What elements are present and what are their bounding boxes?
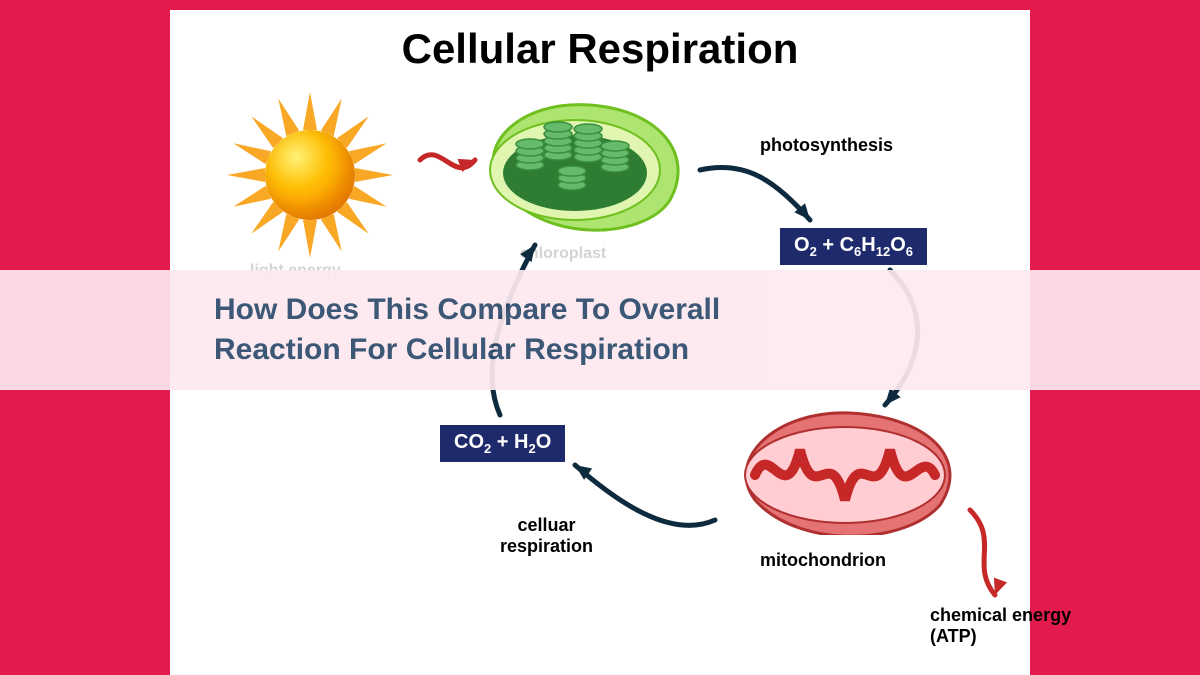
overlay-title-line2: Reaction For Cellular Respiration [214,330,1200,371]
overlay-title-band: How Does This Compare To Overall Reactio… [0,270,1200,390]
outer-frame: Cellular Respiration O2 + C6H12O6 CO2 + … [0,0,1200,675]
overlay-title-line1: How Does This Compare To Overall [214,290,1200,331]
